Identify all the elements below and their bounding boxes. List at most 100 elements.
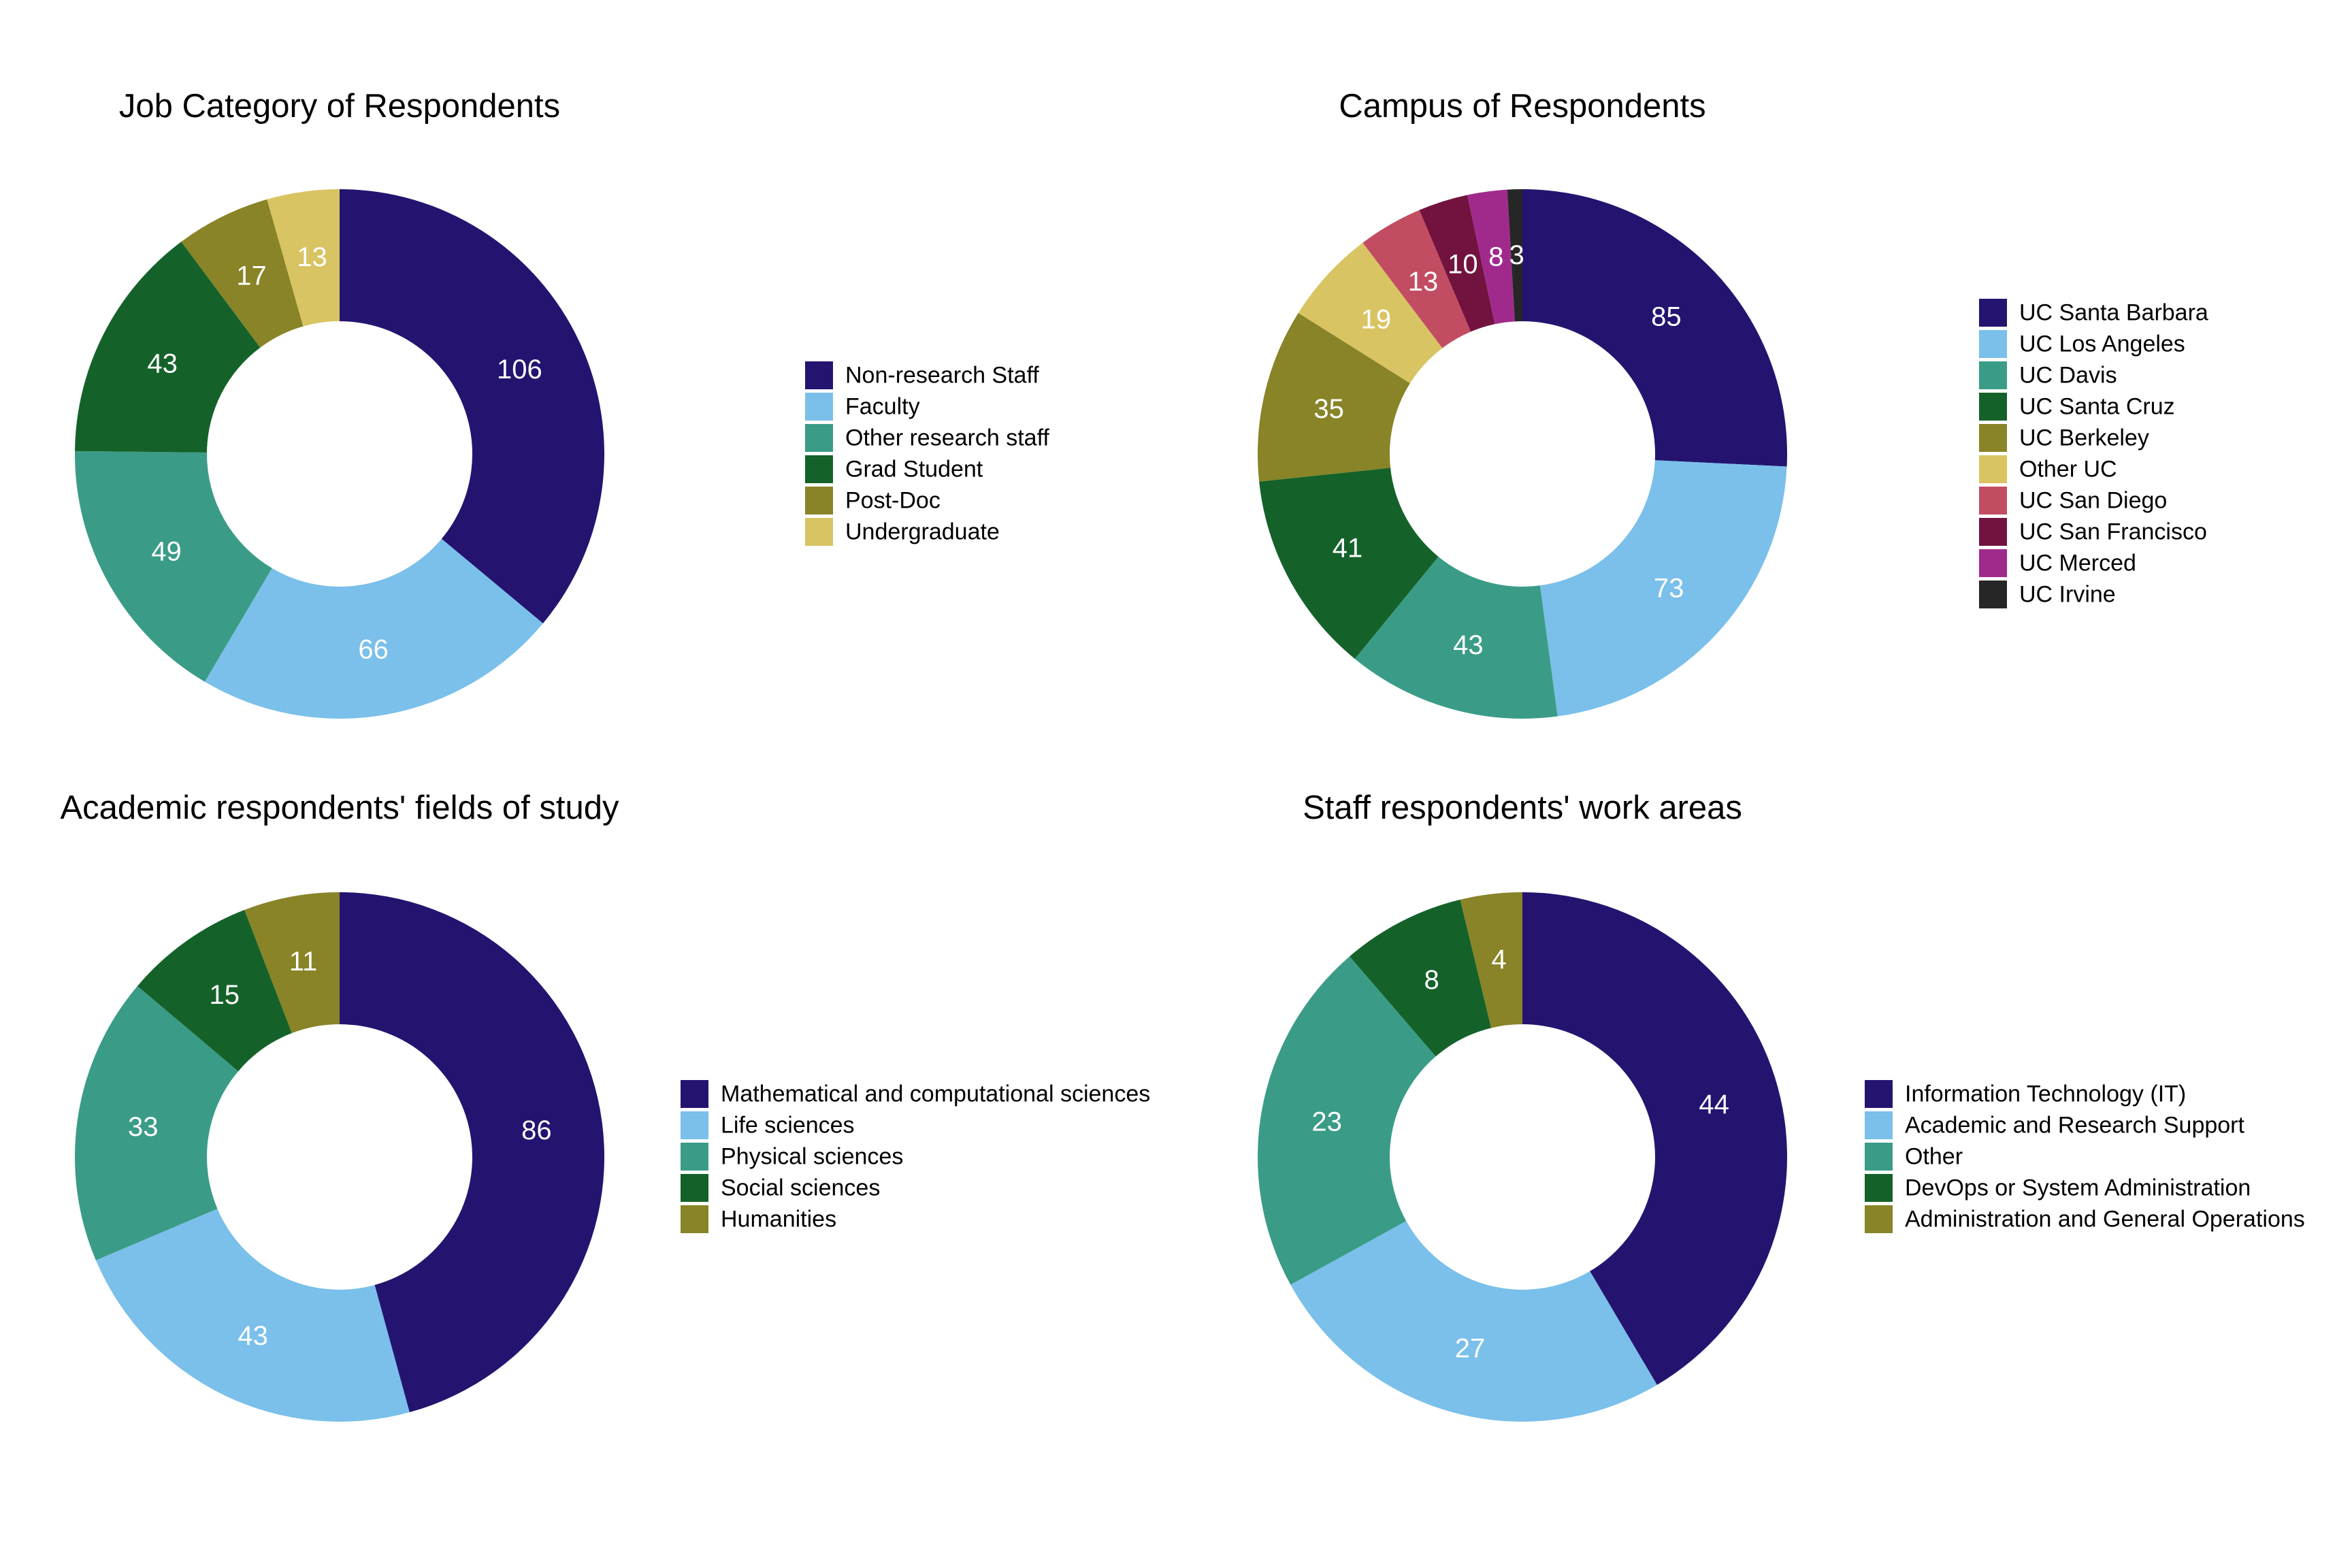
legend-swatch (1865, 1111, 1893, 1139)
legend-swatch (1865, 1080, 1893, 1108)
legend-swatch (1979, 549, 2007, 577)
donut-slice-uc-san-diego (1362, 210, 1471, 348)
legend-swatch (681, 1111, 708, 1139)
legend-swatch (1979, 299, 2007, 327)
slice-value-label: 3 (1509, 240, 1524, 270)
donut-chart-2: Campus of Respondents 85 73 43 41 35 19 13 10 8 3 U… (1258, 88, 2208, 719)
chart-legend: Mathematical and computational sciences L… (681, 1080, 1150, 1233)
slice-value-label: 41 (1333, 534, 1363, 564)
donut-chart-1: Job Category of Respondents 106 66 49 43 17 13… (74, 88, 1049, 719)
legend-label: Physical sciences (721, 1144, 903, 1170)
slice-value-label: 35 (1313, 394, 1344, 424)
legend-swatch (1979, 581, 2007, 608)
donut-slice-faculty (204, 538, 543, 719)
chart-title: Campus of Respondents (1339, 88, 1705, 125)
legend-swatch (681, 1080, 708, 1108)
donut-slice-uc-los-angeles (1539, 460, 1787, 717)
slice-value-label: 13 (1408, 267, 1439, 297)
slice-value-label: 66 (358, 635, 389, 665)
legend-label: Non-research Staff (845, 363, 1039, 389)
donut-slice-undergraduate (267, 189, 340, 327)
slice-value-label: 19 (1361, 305, 1392, 335)
donut-slice-uc-san-francisco (1419, 195, 1495, 332)
legend-label: Grad Student (845, 457, 983, 483)
donut-slice-uc-davis (1354, 556, 1558, 719)
legend-label: Administration and General Operations (1905, 1207, 2305, 1232)
donut-slice-uc-santa-cruz (1259, 468, 1439, 659)
legend-swatch (805, 455, 833, 483)
donut-slice-grad-student (75, 242, 261, 453)
legend-label: Other research staff (845, 425, 1049, 451)
chart-title: Staff respondents' work areas (1303, 789, 1742, 826)
legend-swatch (805, 361, 833, 389)
donut-chart-4: Staff respondents' work areas 44 27 23 8 4 Inf… (1257, 789, 2305, 1422)
donut-slice-uc-santa-barbara (1522, 189, 1787, 467)
donut-slice-devops-or-system-administration (1350, 899, 1492, 1057)
legend-label: Faculty (845, 394, 920, 420)
slice-value-label: 10 (1448, 249, 1478, 279)
legend-label: UC Santa Cruz (2019, 394, 2175, 420)
donut-slice-mathematical-and-computational-sciences (340, 892, 605, 1413)
legend-swatch (805, 518, 833, 546)
legend-label: Other UC (2019, 457, 2117, 483)
legend-swatch (1979, 361, 2007, 389)
slice-value-label: 11 (289, 947, 318, 977)
donut-slice-administration-and-general-operations (1460, 892, 1522, 1028)
legend-label: Life sciences (721, 1113, 855, 1139)
legend-label: UC Irvine (2019, 582, 2116, 608)
legend-label: UC San Francisco (2019, 519, 2207, 545)
chart-title: Job Category of Respondents (119, 88, 560, 125)
legend-swatch (805, 424, 833, 452)
legend-label: UC Berkeley (2019, 425, 2149, 451)
slice-value-label: 13 (297, 242, 327, 272)
legend-label: Mathematical and computational sciences (721, 1081, 1150, 1107)
legend-swatch (681, 1205, 708, 1233)
donut-slice-other-research-staff (74, 451, 272, 682)
chart-legend: Information Technology (IT) Academic and … (1865, 1080, 2305, 1233)
slice-value-label: 73 (1654, 573, 1684, 603)
slice-value-label: 33 (128, 1112, 159, 1142)
chart-title: Academic respondents' fields of study (60, 789, 619, 826)
legend-label: Information Technology (IT) (1905, 1081, 2186, 1107)
slice-value-label: 43 (147, 349, 178, 379)
slice-value-label: 4 (1491, 945, 1506, 975)
donut-slice-other (1257, 956, 1436, 1285)
donut-slice-life-sciences (95, 1209, 410, 1422)
donut-slice-uc-berkeley (1258, 312, 1410, 482)
slice-value-label: 17 (236, 261, 267, 291)
slice-value-label: 8 (1424, 965, 1439, 995)
slice-value-label: 44 (1699, 1090, 1729, 1120)
donut-chart-3: Academic respondents' fields of study 86 4… (60, 789, 1150, 1422)
legend-label: DevOps or System Administration (1905, 1175, 2251, 1201)
donut-slice-non-research-staff (340, 189, 604, 623)
legend-label: UC Merced (2019, 551, 2136, 576)
donut-slice-academic-and-research-support (1290, 1221, 1657, 1422)
slice-value-label: 43 (238, 1321, 268, 1351)
legend-label: Academic and Research Support (1905, 1113, 2244, 1139)
legend-swatch (805, 393, 833, 421)
legend-label: Social sciences (721, 1175, 880, 1201)
legend-swatch (681, 1143, 708, 1171)
legend-swatch (1979, 424, 2007, 452)
slice-value-label: 49 (151, 536, 182, 566)
slice-value-label: 85 (1651, 301, 1682, 331)
slice-value-label: 86 (521, 1115, 552, 1145)
donut-slice-uc-merced (1467, 189, 1515, 325)
legend-swatch (1865, 1174, 1893, 1202)
legend-swatch (1865, 1205, 1893, 1233)
legend-label: Other (1905, 1144, 1963, 1170)
slice-value-label: 106 (497, 355, 542, 385)
slice-value-label: 43 (1453, 630, 1484, 660)
legend-label: Humanities (721, 1207, 836, 1232)
donut-slice-post-doc (181, 199, 304, 348)
slice-value-label: 27 (1455, 1334, 1486, 1364)
legend-swatch (1979, 455, 2007, 483)
legend-label: Post-Doc (845, 488, 941, 514)
legend-label: UC Santa Barbara (2019, 300, 2208, 326)
donut-slice-information-technology-it (1522, 892, 1787, 1385)
slice-value-label: 15 (209, 980, 240, 1010)
chart-legend: UC Santa Barbara UC Los Angeles UC Davis UC… (1979, 299, 2208, 608)
donut-slice-uc-irvine (1507, 189, 1522, 322)
legend-label: UC Davis (2019, 363, 2117, 389)
